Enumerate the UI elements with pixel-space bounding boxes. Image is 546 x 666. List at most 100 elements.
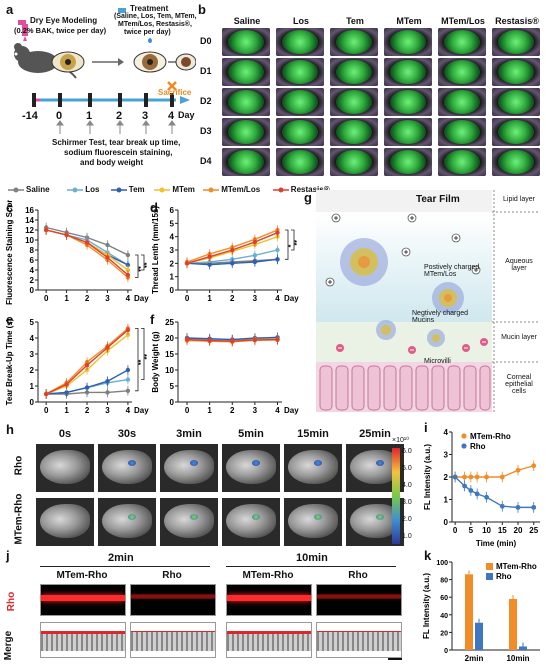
x-axis-label: Day (134, 294, 149, 303)
fluorescence-spot (128, 514, 136, 520)
significance-bracket (141, 328, 145, 380)
colorbar-tick-label: 1.0 (402, 533, 412, 540)
mouse-fluorescence-image (36, 498, 94, 546)
data-point (484, 474, 489, 480)
dry-eye-icon (51, 51, 85, 73)
legend-label: MTem-Rho (470, 432, 511, 441)
eye-image (222, 58, 270, 86)
timeline-day-label: Day (178, 110, 195, 120)
y-tick-label: 1 (170, 273, 175, 282)
eye-image (384, 118, 432, 146)
positive-charge-plus (328, 216, 478, 284)
row-label: Rho (13, 455, 25, 476)
significance-bracket (141, 254, 145, 271)
legend-marker (461, 443, 467, 449)
rho-section-image (226, 584, 312, 616)
group-underline (40, 566, 210, 567)
eye-image (438, 148, 486, 176)
mouse-fluorescence-image (160, 444, 218, 492)
data-point (43, 391, 49, 397)
x-tick-label: 2min (465, 654, 484, 663)
eye-image (330, 148, 378, 176)
x-tick-label: 3 (253, 294, 258, 303)
fluorescence-spot (128, 460, 136, 466)
x-tick-label: 2 (85, 406, 90, 415)
eye-image (384, 58, 432, 86)
x-tick-label: 20 (514, 526, 523, 535)
eyelid-shape (330, 28, 378, 56)
x-tick-label: 2 (85, 294, 90, 303)
data-point (531, 504, 537, 510)
panel-letter-h: h (6, 422, 14, 437)
y-tick-label: 15 (165, 350, 174, 359)
data-point (531, 463, 537, 469)
data-point (515, 467, 521, 473)
eyelid-shape (492, 88, 540, 116)
tissue-layer (131, 631, 215, 651)
bar (509, 598, 517, 650)
eyelid-shape (492, 148, 540, 176)
eye-image (492, 88, 540, 116)
x-axis-label: Day (134, 406, 149, 415)
mouse-head-shape (164, 450, 214, 484)
legend-swatch (154, 187, 171, 193)
merge-section-image (316, 622, 402, 658)
legend-label: Restasis® (290, 185, 330, 194)
eyelid-shape (222, 148, 270, 176)
legend-swatch (8, 187, 24, 193)
y-tick-label: 2 (30, 276, 35, 285)
eyelid-shape (492, 58, 540, 86)
tests-line1: Schirmer Test, tear break up time, (52, 138, 181, 147)
eye-image (330, 58, 378, 86)
eye-image (276, 28, 324, 56)
data-point (468, 474, 474, 480)
y-tick-label: 2 (444, 473, 449, 482)
y-tick-label: 12 (25, 226, 34, 235)
eye-column-label: Tem (346, 16, 364, 26)
fluorescent-band (317, 595, 401, 598)
x-tick-label: 0 (44, 294, 49, 303)
merge-red-band (317, 631, 401, 632)
panel-letter-e: e (6, 312, 14, 327)
y-tick-label: 80 (440, 578, 448, 585)
model-label-line1: Dry Eye Modeling (30, 16, 98, 25)
treatment-label-line2: (Saline, Los, Tem, MTem, (114, 13, 197, 20)
fluorescence-spot (190, 514, 198, 520)
timeline-tick-1: 0 (56, 110, 63, 122)
mouse-head-shape (40, 504, 90, 538)
panel-letter-k: k (424, 548, 432, 563)
eye-image (330, 88, 378, 116)
legend-swatch (272, 187, 289, 193)
tests-line2: sodium fluorescein staining, (64, 148, 173, 157)
fluorescence-spot (376, 514, 384, 520)
x-tick-label: 0 (44, 406, 49, 415)
microvilli-cells (319, 365, 491, 411)
legend-swatch (486, 563, 493, 570)
data-point (84, 390, 90, 395)
treatment-label-line3: MTem/Los, Restasis®, (118, 21, 192, 28)
significance-marker: ** (290, 240, 297, 246)
colorbar-tick-label: 5.0 (402, 465, 412, 472)
y-tick-label: 3 (444, 451, 449, 460)
eye-image (222, 88, 270, 116)
timeline-tick-3: 2 (116, 110, 123, 122)
mouse-icon (14, 43, 77, 79)
merge-section-image (226, 622, 312, 658)
mouse-head-shape (226, 450, 276, 484)
data-point (125, 332, 131, 337)
data-point (207, 262, 212, 267)
x-tick-label: 0 (185, 294, 190, 303)
data-point (84, 385, 90, 390)
data-point (474, 474, 480, 480)
legend-swatch (203, 187, 220, 193)
layer-label-mucin: Mucin layer (501, 334, 537, 341)
data-point (499, 474, 505, 480)
timeline-tick-2: 1 (86, 110, 93, 122)
mouse-fluorescence-image (98, 498, 156, 546)
mouse-head-shape (288, 450, 338, 484)
treatment-legend-swatch (118, 8, 126, 13)
eyelid-shape (330, 88, 378, 116)
eye-row-label: D4 (200, 156, 212, 166)
mouse-fluorescence-image (222, 498, 280, 546)
